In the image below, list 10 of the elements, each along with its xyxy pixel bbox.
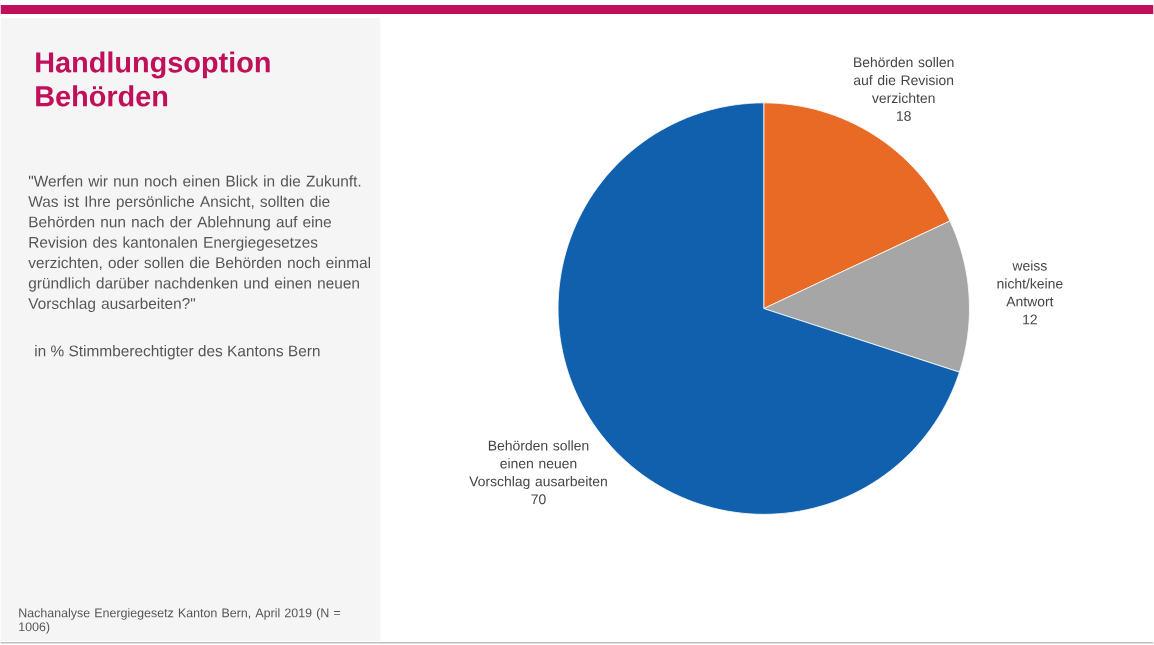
slice-label: Behörden sollen auf die Revision verzichten: [853, 56, 954, 103]
text: Handlungsoption Behörden: [36, 51, 270, 107]
slice-label: weiss nicht/keine Antwort: [997, 260, 1063, 307]
text: in % Stimmberechtigter des Kantons Bern: [35, 344, 320, 360]
data-label: 70: [531, 494, 546, 505]
data-label: 18: [896, 111, 911, 121]
text: Nachanalyse Energiegesetz Kanton Bern, April 2019 (N = 1006): [19, 608, 341, 634]
slice-label: Behörden sollen einen neuen Vorschlag ausarbeiten: [469, 440, 607, 490]
data-label: 12: [1023, 314, 1037, 325]
text: "Werfen wir nun noch einen Blick in die Zukunft. Was ist Ihre persönliche Ansicht, sollten die Behörden nun nach der Ablehnung auf eine Revision des kantonalen Energiegesetzes verzichten, oder sollen die Behörden noch einmal gründlich darüber nachdenken und einen neuen Vorschlag ausarbeiten?": [28, 175, 371, 312]
